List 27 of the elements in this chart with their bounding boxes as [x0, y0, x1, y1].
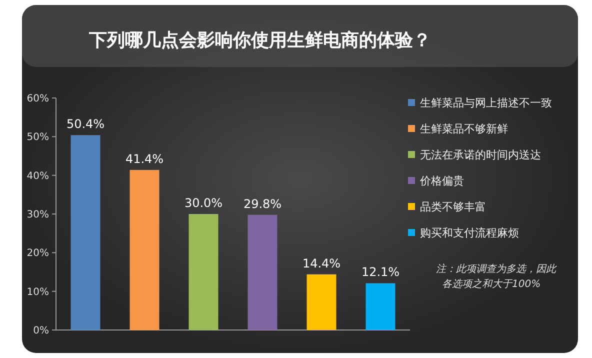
text: 注：此项调查为多选，因此各选项之和大于100%: [436, 263, 557, 290]
data-label: 30.0%: [184, 196, 223, 210]
y-tick-label: 0%: [33, 326, 49, 336]
bar: [248, 214, 278, 330]
chart-title: 下列哪几点会影响你使用生鲜电商的体验？: [88, 30, 431, 51]
y-tick-label: 30%: [26, 210, 49, 220]
legend-label: 无法在承诺的时间内送达: [420, 148, 541, 162]
y-tick-label: 40%: [26, 170, 49, 182]
data-label: 41.4%: [125, 152, 164, 166]
y-tick-label: 10%: [26, 286, 49, 298]
bar: [366, 283, 396, 330]
legend-label: 购买和支付流程麻烦: [420, 226, 519, 240]
legend-label: 生鲜菜品与网上描述不一致: [420, 96, 552, 110]
data-label: 12.1%: [361, 265, 400, 280]
legend-label: 生鲜菜品不够新鲜: [420, 122, 508, 136]
bar: [130, 170, 160, 330]
bar: [188, 214, 218, 330]
data-label: 50.4%: [66, 117, 105, 132]
data-label: 14.4%: [302, 256, 341, 270]
bar: [70, 135, 100, 330]
y-tick-label: 60%: [26, 94, 49, 104]
y-tick-label: 50%: [26, 132, 49, 144]
bar: [306, 274, 336, 330]
legend-label: 价格偏贵: [419, 174, 464, 188]
data-label: 29.8%: [243, 196, 282, 211]
y-tick-label: 20%: [26, 248, 49, 260]
legend-label: 品类不够丰富: [420, 200, 486, 214]
